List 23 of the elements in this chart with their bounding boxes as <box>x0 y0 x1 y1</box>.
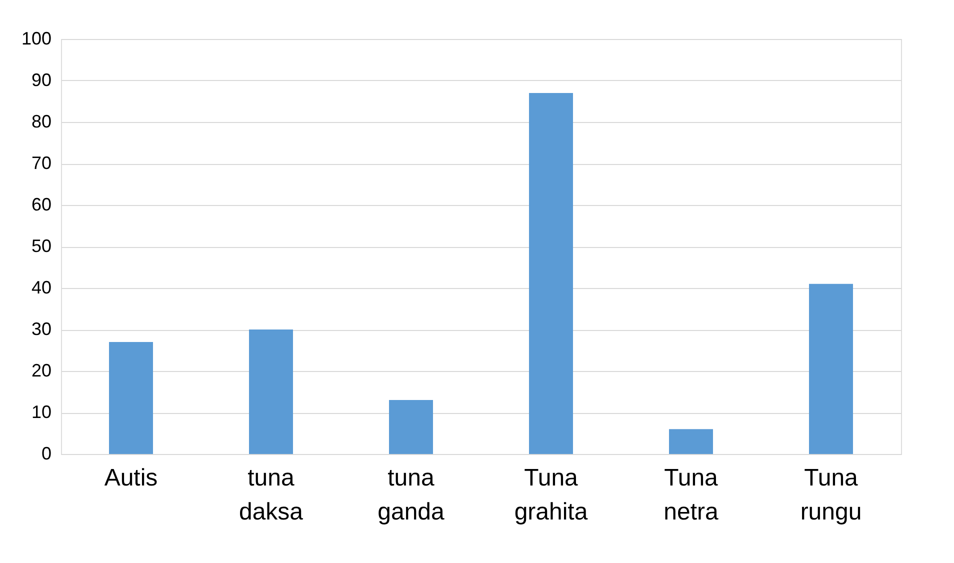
y-tick-label: 70 <box>31 153 52 173</box>
y-tick-label: 50 <box>31 236 52 256</box>
x-tick-label: Autis <box>104 464 158 492</box>
bar <box>389 400 433 454</box>
x-tick-label: Tuna netra <box>664 464 720 526</box>
y-tick-label: 0 <box>41 444 52 464</box>
y-tick-label: 20 <box>31 360 52 380</box>
y-tick-label: 30 <box>31 319 52 339</box>
x-tick-label: tuna ganda <box>378 464 446 526</box>
bar <box>529 92 573 454</box>
y-tick-label: 10 <box>31 402 52 422</box>
y-tick-label: 40 <box>31 278 52 298</box>
y-tick-label: 60 <box>31 194 52 214</box>
bar <box>249 330 293 454</box>
x-tick-label: tuna daksa <box>238 464 304 526</box>
bar <box>809 284 853 454</box>
bar <box>109 342 153 454</box>
x-tick-label: Tuna grahita <box>514 464 588 526</box>
bar <box>669 429 713 454</box>
x-tick-label: Tuna rungu <box>800 464 862 526</box>
y-tick-label: 100 <box>21 28 52 48</box>
y-tick-label: 90 <box>31 70 52 90</box>
y-tick-label: 80 <box>31 112 52 132</box>
